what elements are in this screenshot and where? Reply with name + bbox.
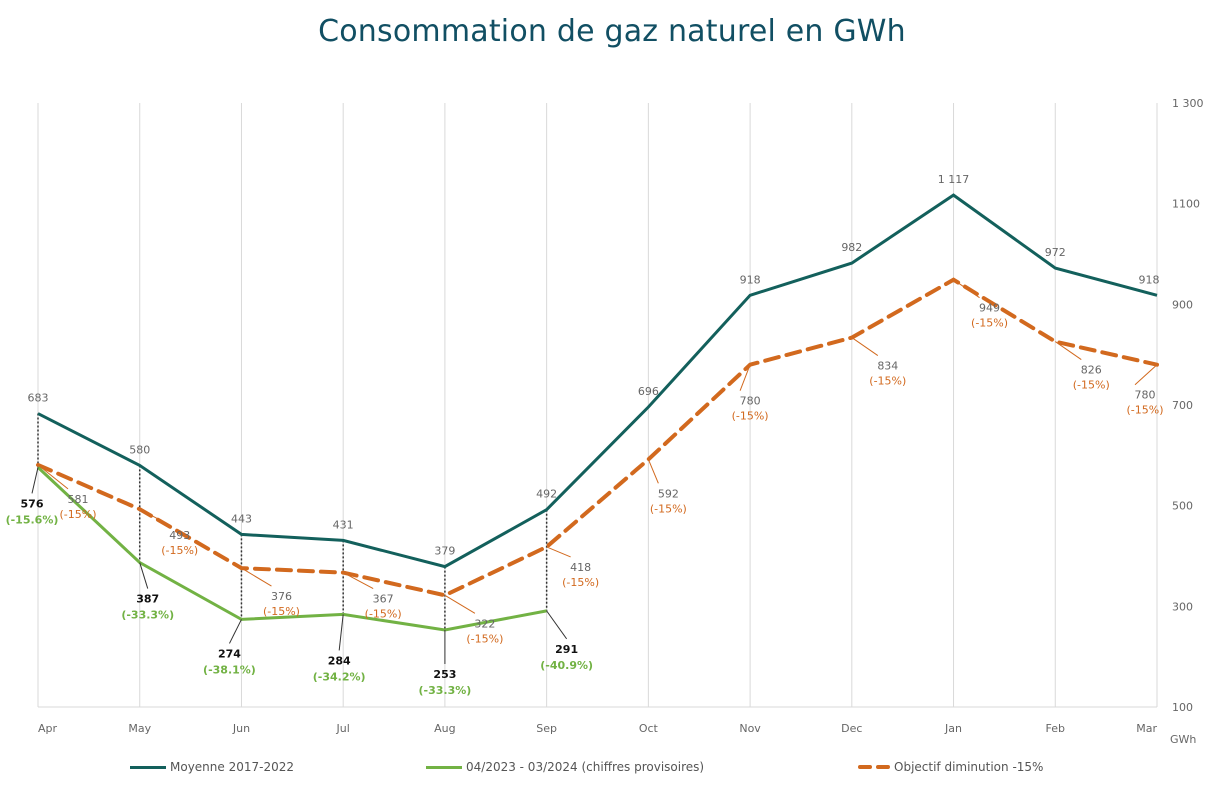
series-average-line: [37, 193, 1158, 569]
average-data-label: 379: [434, 545, 455, 558]
current-pct-label: (-38.1%): [203, 663, 256, 676]
target-leader-line: [139, 508, 170, 526]
current-pct-label: (-34.2%): [313, 670, 366, 683]
x-tick-label: Oct: [639, 722, 659, 735]
average-data-label: 696: [638, 385, 659, 398]
y-tick-label: 900: [1172, 298, 1193, 311]
target-data-label: 418: [570, 561, 591, 574]
x-tick-label: Sep: [536, 722, 557, 735]
target-leader-line: [739, 364, 751, 391]
current-leader-line: [229, 619, 242, 644]
current-data-label: 576: [21, 497, 44, 510]
x-tick-label: Jan: [944, 722, 962, 735]
x-tick-label: Jul: [336, 722, 350, 735]
series-target-line: [36, 277, 1159, 598]
y-axis-unit: GWh: [1170, 733, 1196, 746]
target-pct-label: (-15%): [1073, 379, 1110, 392]
series-current-line: [36, 466, 547, 632]
target-data-label: 581: [68, 493, 89, 506]
target-pct-label: (-15%): [562, 576, 599, 589]
x-tick-label: Jun: [232, 722, 250, 735]
target-leader-line: [851, 337, 879, 356]
target-leader-line: [37, 464, 69, 490]
target-leader-line: [647, 459, 659, 484]
legend-label-current: 04/2023 - 03/2024 (chiffres provisoires): [466, 760, 705, 774]
average-data-label: 683: [28, 392, 49, 405]
target-leader-line: [342, 572, 374, 590]
average-data-label: 918: [1139, 273, 1160, 286]
current-data-label: 284: [328, 654, 351, 667]
current-leader-line: [31, 467, 39, 494]
legend-swatch-current: [426, 765, 462, 769]
target-pct-label: (-15%): [263, 605, 300, 618]
legend-swatch-average: [130, 765, 166, 769]
x-tick-label: Dec: [841, 722, 862, 735]
y-tick-label: 1100: [1172, 198, 1200, 211]
current-data-label: 253: [433, 668, 456, 681]
average-data-label: 580: [129, 443, 150, 456]
target-data-label: 376: [271, 590, 292, 603]
y-tick-label: 300: [1172, 600, 1193, 613]
current-leader-line: [546, 610, 568, 640]
current-data-label: 274: [218, 647, 241, 660]
legend-item-target: Objectif diminution -15%: [858, 760, 1043, 774]
y-tick-label: 1 300: [1172, 97, 1204, 110]
target-data-label: 493: [169, 529, 190, 542]
current-pct-label: (-33.3%): [121, 609, 174, 622]
x-tick-label: May: [128, 722, 151, 735]
y-tick-label: 700: [1172, 399, 1193, 412]
x-tick-label: Mar: [1136, 722, 1157, 735]
x-tick-label: Feb: [1046, 722, 1065, 735]
target-data-label: 367: [373, 593, 394, 606]
target-leader-line: [1134, 364, 1158, 386]
average-data-label: 492: [536, 488, 557, 501]
target-data-label: 780: [740, 395, 761, 408]
average-data-label: 982: [841, 241, 862, 254]
target-data-label: 592: [658, 487, 679, 500]
target-leader-line: [444, 594, 476, 614]
legend-label-average: Moyenne 2017-2022: [170, 760, 294, 774]
target-pct-label: (-15%): [650, 502, 687, 515]
x-tick-label: Apr: [38, 722, 58, 735]
current-data-label: 291: [555, 643, 578, 656]
target-data-label: 780: [1135, 389, 1156, 402]
target-leader-line: [953, 279, 980, 299]
target-pct-label: (-15%): [161, 544, 198, 557]
legend-item-average: Moyenne 2017-2022: [130, 760, 294, 774]
target-pct-label: (-15%): [1126, 404, 1163, 417]
target-data-label: 949: [979, 302, 1000, 315]
average-data-label: 431: [333, 518, 354, 531]
target-leader-line: [1054, 341, 1082, 360]
target-data-label: 826: [1081, 364, 1102, 377]
current-leader-line: [338, 614, 344, 651]
average-data-label: 443: [231, 512, 252, 525]
current-data-label: 387: [136, 593, 159, 606]
chart-title: Consommation de gaz naturel en GWh: [318, 14, 906, 49]
average-data-label: 918: [740, 273, 761, 286]
target-pct-label: (-15%): [869, 375, 906, 388]
y-tick-label: 500: [1172, 500, 1193, 513]
target-data-label: 322: [474, 617, 495, 630]
target-pct-label: (-15%): [365, 608, 402, 621]
y-tick-label: 100: [1172, 701, 1193, 714]
x-tick-label: Nov: [739, 722, 761, 735]
average-data-label: 972: [1045, 246, 1066, 259]
current-pct-label: (-15.6%): [6, 513, 59, 526]
target-data-label: 834: [877, 360, 898, 373]
legend-label-target: Objectif diminution -15%: [894, 760, 1044, 774]
target-leader-line: [546, 546, 571, 558]
target-leader-line: [241, 567, 272, 587]
current-pct-label: (-40.9%): [540, 659, 593, 672]
target-pct-label: (-15%): [732, 410, 769, 423]
current-pct-label: (-33.3%): [419, 684, 472, 697]
target-pct-label: (-15%): [59, 508, 96, 521]
average-data-label: 1 117: [938, 173, 970, 186]
x-tick-label: Aug: [434, 722, 455, 735]
current-leader-line: [139, 562, 149, 589]
target-pct-label: (-15%): [466, 632, 503, 645]
legend-item-current: 04/2023 - 03/2024 (chiffres provisoires): [426, 760, 704, 774]
target-pct-label: (-15%): [971, 317, 1008, 330]
legend-swatch-target: [858, 765, 890, 769]
